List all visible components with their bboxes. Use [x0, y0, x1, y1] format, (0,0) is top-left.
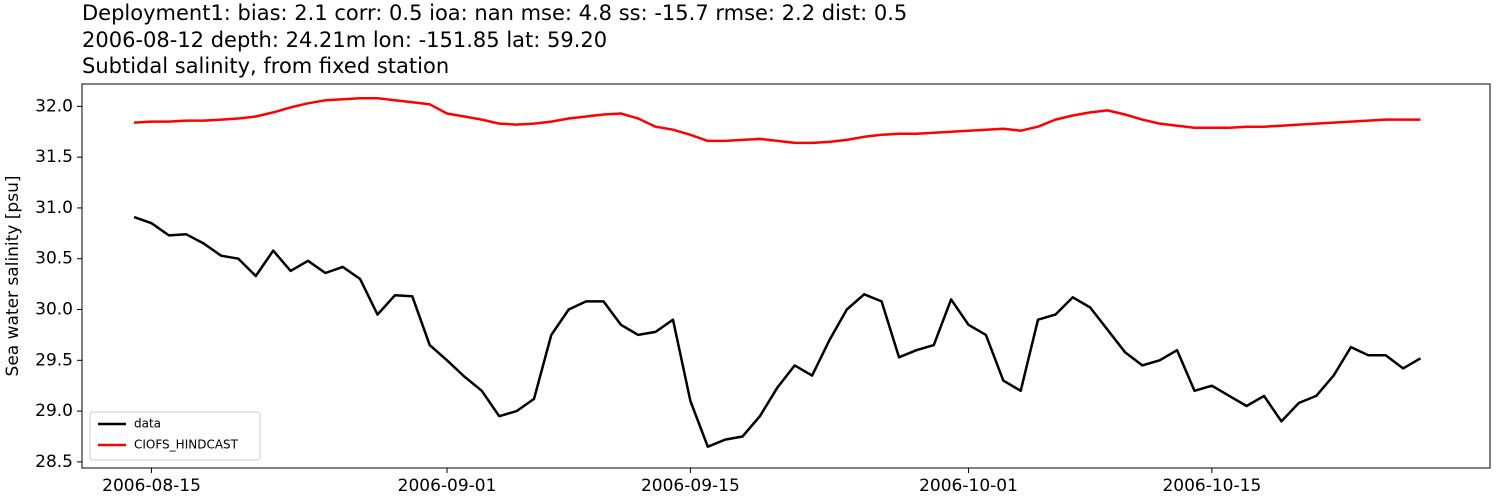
- chart-title: Subtidal salinity, from fixed station: [82, 54, 449, 78]
- x-tick-label: 2006-08-15: [102, 476, 201, 496]
- y-tick-label: 31.5: [35, 147, 73, 167]
- data-line: [133, 215, 1422, 448]
- legend-label: data: [134, 417, 161, 431]
- chart-title: Deployment1: bias: 2.1 corr: 0.5 ioa: na…: [82, 1, 907, 25]
- y-tick-label: 29.5: [35, 350, 73, 370]
- y-tick-label: 29.0: [35, 401, 73, 421]
- x-tick-label: 2006-10-15: [1162, 476, 1261, 496]
- x-tick-label: 2006-10-01: [919, 476, 1018, 496]
- legend-box: [89, 411, 261, 461]
- y-tick-label: 30.5: [35, 249, 73, 269]
- x-tick-label: 2006-09-15: [641, 476, 740, 496]
- y-tick-label: 28.5: [35, 452, 73, 472]
- data-line: [134, 96, 1421, 145]
- y-axis-label: Sea water salinity [psu]: [3, 176, 23, 377]
- x-tick-label: 2006-09-01: [398, 476, 497, 496]
- legend-label: CIOFS_HINDCAST: [134, 438, 239, 452]
- y-tick-label: 32.0: [35, 96, 73, 116]
- y-tick-label: 31.0: [35, 198, 73, 218]
- chart-title: 2006-08-12 depth: 24.21m lon: -151.85 la…: [82, 28, 607, 52]
- plot-frame: [81, 83, 1491, 469]
- y-tick-label: 30.0: [35, 300, 73, 320]
